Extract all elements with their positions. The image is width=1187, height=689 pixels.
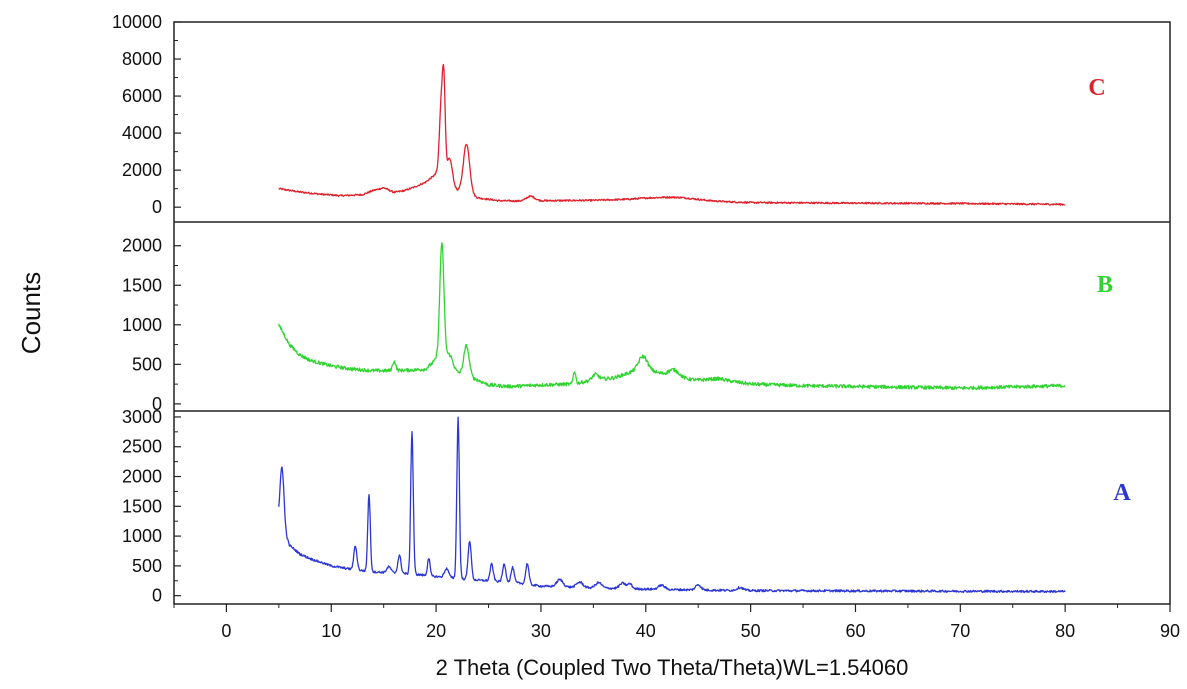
y-tick-label: 2000 [122,236,162,256]
panel-label-A: A [1113,480,1131,506]
y-tick-label: 8000 [122,49,162,69]
plot-frame [173,21,1171,605]
y-tick-label: 500 [132,354,162,374]
y-tick-label: 1000 [122,315,162,335]
x-tick-label: 0 [221,621,231,641]
x-tick-label: 40 [636,621,656,641]
y-tick-label: 2000 [122,467,162,487]
x-tick-label: 30 [531,621,551,641]
y-tick-label: 10000 [112,12,162,32]
x-tick-label: 60 [845,621,865,641]
y-tick-label: 3000 [122,407,162,427]
x-axis-title: 2 Theta (Coupled Two Theta/Theta)WL=1.54… [436,655,909,680]
x-tick-label: 80 [1055,621,1075,641]
y-tick-label: 0 [152,197,162,217]
panel-label-B: B [1097,272,1113,298]
y-tick-label: 500 [132,556,162,576]
y-tick-label: 0 [152,394,162,414]
y-tick-label: 6000 [122,86,162,106]
x-tick-label: 90 [1160,621,1180,641]
y-tick-label: 4000 [122,123,162,143]
y-tick-label: 1500 [122,496,162,516]
series-line-C [278,63,1066,206]
x-tick-label: 10 [321,621,341,641]
y-tick-label: 0 [152,586,162,606]
x-tick-label: 20 [426,621,446,641]
panel-label-C: C [1088,75,1105,101]
y-tick-label: 1500 [122,275,162,295]
x-tick-label: 50 [741,621,761,641]
y-tick-label: 2000 [122,160,162,180]
y-axis-title: Counts [16,272,46,354]
y-tick-label: 1000 [122,526,162,546]
series-line-A [278,416,1066,594]
y-tick-label: 2500 [122,437,162,457]
series-line-B [278,242,1066,391]
x-tick-label: 70 [950,621,970,641]
